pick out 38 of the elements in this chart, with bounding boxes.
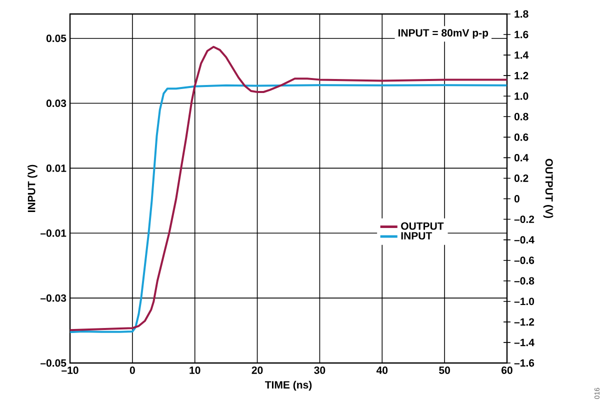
y2-axis-title: OUTPUT (V) — [543, 158, 554, 218]
x-tick-label: 30 — [314, 366, 326, 374]
x-tick-label: 60 — [502, 366, 512, 374]
y2-tick-label: 0.2 — [514, 174, 528, 182]
x-axis-title: TIME (ns) — [265, 380, 312, 391]
y2-tick-label: 1.8 — [514, 10, 528, 18]
y-tick-label: –0.05 — [40, 359, 66, 367]
y2-tick-label: 0.6 — [514, 133, 528, 141]
y2-tick-label: 0 — [514, 195, 520, 202]
y2-tick-label: –0.8 — [514, 277, 534, 285]
legend-label: OUTPUT — [401, 222, 444, 230]
annotation: INPUT = 80mV p-p — [398, 29, 488, 39]
y2-tick-label: 0.8 — [514, 112, 528, 120]
y2-tick-label: –0.2 — [514, 216, 534, 224]
y-tick-label: 0.05 — [46, 34, 66, 42]
y2-tick-label: 1.4 — [514, 51, 529, 59]
y2-tick-label: 1.0 — [514, 92, 528, 100]
y2-tick-label: –1.4 — [514, 338, 534, 346]
x-tick-label: 20 — [252, 366, 263, 374]
y2-tick-label: 0.4 — [514, 154, 529, 162]
y2-tick-label: –1.6 — [514, 359, 534, 367]
x-tick-label: 50 — [439, 366, 450, 374]
legend-label: INPUT — [401, 232, 432, 240]
y2-tick-label: 1.6 — [514, 30, 528, 38]
y-tick-label: 0.01 — [46, 164, 66, 172]
y2-tick-label: –0.4 — [514, 236, 534, 244]
x-tick-label: 40 — [376, 366, 388, 374]
x-tick-label: 0 — [130, 366, 135, 374]
y2-tick-label: –1.2 — [514, 318, 534, 326]
x-tick-label: –10 — [62, 366, 78, 374]
y-axis-title: INPUT (V) — [28, 164, 38, 212]
y2-tick-label: –0.6 — [514, 256, 534, 264]
y2-tick-label: 1.2 — [514, 72, 528, 80]
x-tick-label: 10 — [190, 366, 200, 374]
y-tick-label: –0.03 — [40, 294, 66, 302]
y-tick-label: 0.03 — [46, 100, 66, 108]
y2-tick-label: –1.0 — [514, 298, 534, 306]
y-tick-label: –0.01 — [40, 229, 66, 237]
